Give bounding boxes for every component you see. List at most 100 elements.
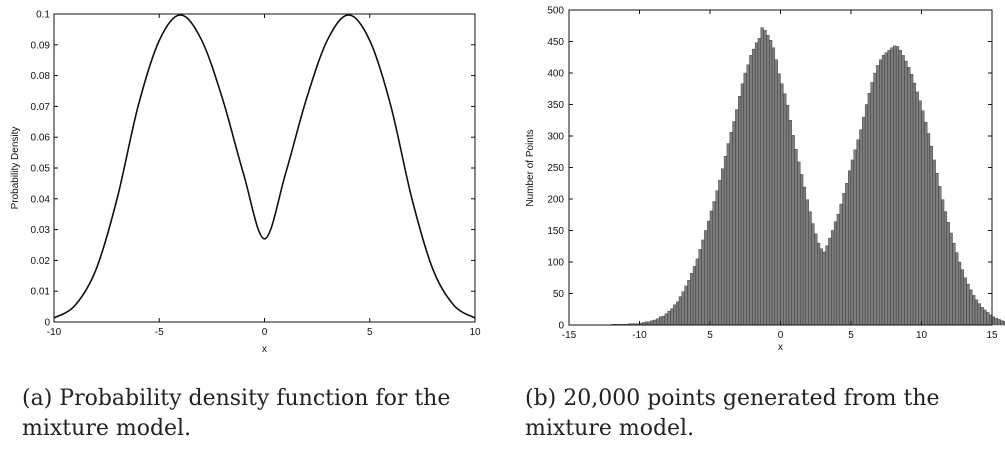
histogram-bar [980, 307, 984, 326]
histogram-bar [853, 149, 857, 326]
histogram-y-tick-label: 50 [553, 289, 565, 300]
pdf-plot-frame [53, 13, 476, 323]
histogram-y-tick-label: 0 [558, 321, 564, 332]
pdf-x-tick-label: -5 [155, 327, 164, 338]
histogram-bar [701, 239, 705, 326]
histogram-y-tick-label: 500 [547, 6, 564, 17]
histogram-bar [749, 55, 753, 326]
histogram-bar [707, 220, 711, 326]
histogram-bar [673, 304, 677, 326]
pdf-curve [53, 14, 476, 319]
histogram-bar [1000, 320, 1004, 326]
histogram-bar [687, 280, 691, 326]
histogram-y-tick-label: 300 [547, 132, 564, 143]
histogram-bar [785, 104, 790, 326]
histogram-bar [729, 132, 733, 326]
histogram-bar [718, 179, 722, 326]
pdf-y-axis-label: Probability Density [10, 127, 21, 210]
pdf-y-tick-label: 0.05 [31, 164, 51, 175]
histogram-bar [831, 230, 835, 326]
pdf-x-tick-label: 5 [367, 327, 373, 338]
histogram-bar [895, 46, 900, 326]
histogram-bar [887, 50, 891, 326]
histogram-bar [839, 203, 843, 326]
histogram-bar [966, 283, 970, 326]
histogram-bar [814, 233, 818, 326]
histogram-bar [859, 129, 863, 326]
histogram-bar [915, 91, 919, 326]
pdf-y-tick-label: 0.06 [31, 133, 51, 144]
histogram-bar [879, 59, 883, 326]
histogram-bar [678, 296, 682, 326]
pdf-y-tick-label: 0.01 [31, 287, 51, 298]
histogram-bar [735, 109, 739, 326]
histogram-y-tick-label: 200 [547, 195, 564, 206]
histogram-bar [695, 258, 699, 326]
histogram-bar [746, 64, 750, 326]
histogram-bar [732, 121, 736, 326]
figure-b-caption: (b) 20,000 points generated from the mix… [525, 386, 940, 441]
histogram-bar [870, 82, 874, 326]
pdf-chart: -10 -5 0 5 10 0 0.01 0.02 0.03 0.04 0.05 0.06 0.07 0.… [10, 10, 481, 356]
histogram-bar [938, 186, 942, 326]
histogram-bar [769, 40, 773, 326]
histogram-bar [921, 110, 925, 326]
pdf-y-tick-label: 0.1 [36, 10, 50, 21]
histogram-bar [912, 82, 917, 326]
histogram-bar [943, 211, 948, 326]
histogram-bar [763, 29, 767, 326]
histogram-bar [983, 309, 987, 326]
histogram-bar [675, 301, 680, 326]
histogram-bar [681, 291, 685, 326]
histogram-bar [836, 213, 840, 326]
histogram-bar [802, 186, 807, 326]
histogram-x-tick-label: 5 [848, 330, 854, 341]
histogram-y-tick-label: 100 [547, 258, 564, 269]
histogram-bar [974, 299, 979, 326]
histogram-bar [949, 232, 953, 326]
histogram-bar [819, 248, 823, 326]
histogram-bar [924, 121, 928, 326]
histogram-bar [723, 155, 728, 326]
histogram-bar [901, 55, 905, 326]
figure-a-caption: (a) Probability density function for the… [22, 386, 451, 441]
histogram-y-tick-label: 350 [547, 100, 564, 111]
histogram-bar [941, 199, 945, 326]
histogram-bar [856, 139, 860, 326]
histogram-chart: -15 -10 5 0 5 10 15050100150200250300350400450… [525, 6, 1005, 353]
histogram-plot-frame [568, 9, 993, 326]
histogram-bar [760, 27, 764, 326]
histogram-bar [740, 83, 745, 326]
histogram-bar [684, 285, 688, 326]
histogram-bar [777, 73, 781, 326]
pdf-y-tick-label: 0.04 [31, 194, 51, 205]
histogram-bar [957, 261, 962, 326]
histogram-bar [864, 104, 869, 326]
histogram-bar [994, 317, 998, 326]
histogram-bar [977, 303, 981, 326]
histogram-bar [876, 65, 880, 326]
histogram-bar [873, 72, 877, 326]
histogram-bar [757, 38, 761, 326]
pdf-x-tick-label: -10 [47, 327, 62, 338]
histogram-bar [738, 96, 742, 326]
histogram-bar [754, 42, 759, 326]
histogram-bar [794, 149, 798, 326]
histogram-bar [715, 190, 719, 326]
histogram-bar [690, 273, 694, 326]
histogram-bar [721, 168, 725, 326]
histogram-bar [910, 74, 914, 326]
histogram-bar [935, 172, 939, 326]
histogram-bar [771, 47, 776, 326]
histogram-bar [704, 230, 708, 326]
histogram-bar [955, 252, 959, 326]
histogram-bar [946, 222, 950, 326]
histogram-bar [986, 312, 990, 326]
histogram-bar [808, 211, 812, 326]
histogram-bar [960, 269, 964, 326]
histogram-bar [653, 319, 657, 326]
histogram-bar [972, 295, 976, 326]
histogram-bar [780, 83, 784, 326]
histogram-bar [698, 249, 702, 326]
histogram-bar [661, 316, 666, 326]
